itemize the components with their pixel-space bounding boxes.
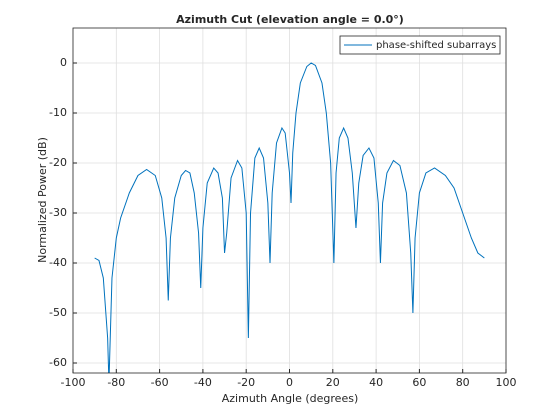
x-tick-label: 40 [369, 376, 383, 389]
y-tick-label: -50 [49, 306, 67, 319]
y-tick-label: -30 [49, 206, 67, 219]
x-tick-label: -80 [107, 376, 125, 389]
x-tick-label: 20 [326, 376, 340, 389]
y-tick-label: 0 [60, 56, 67, 69]
y-tick-label: -40 [49, 256, 67, 269]
x-tick-label: 100 [496, 376, 517, 389]
legend-box [339, 35, 501, 55]
x-tick-label: -100 [61, 376, 86, 389]
y-axis-label: Normalized Power (dB) [36, 137, 49, 263]
x-tick-label: 60 [412, 376, 426, 389]
line-series [94, 62, 485, 373]
legend-label: phase-shifted subarrays [376, 40, 496, 51]
x-tick-label: 80 [456, 376, 470, 389]
x-tick-label: -20 [237, 376, 255, 389]
y-tick-label: -60 [49, 356, 67, 369]
chart-title: Azimuth Cut (elevation angle = 0.0°) [176, 13, 404, 26]
x-tick-label: 0 [286, 376, 293, 389]
y-tick-label: -20 [49, 156, 67, 169]
x-tick-label: -40 [194, 376, 212, 389]
x-axis-label: Azimuth Angle (degrees) [222, 392, 359, 405]
y-tick-label: -10 [49, 106, 67, 119]
x-tick-label: -60 [151, 376, 169, 389]
